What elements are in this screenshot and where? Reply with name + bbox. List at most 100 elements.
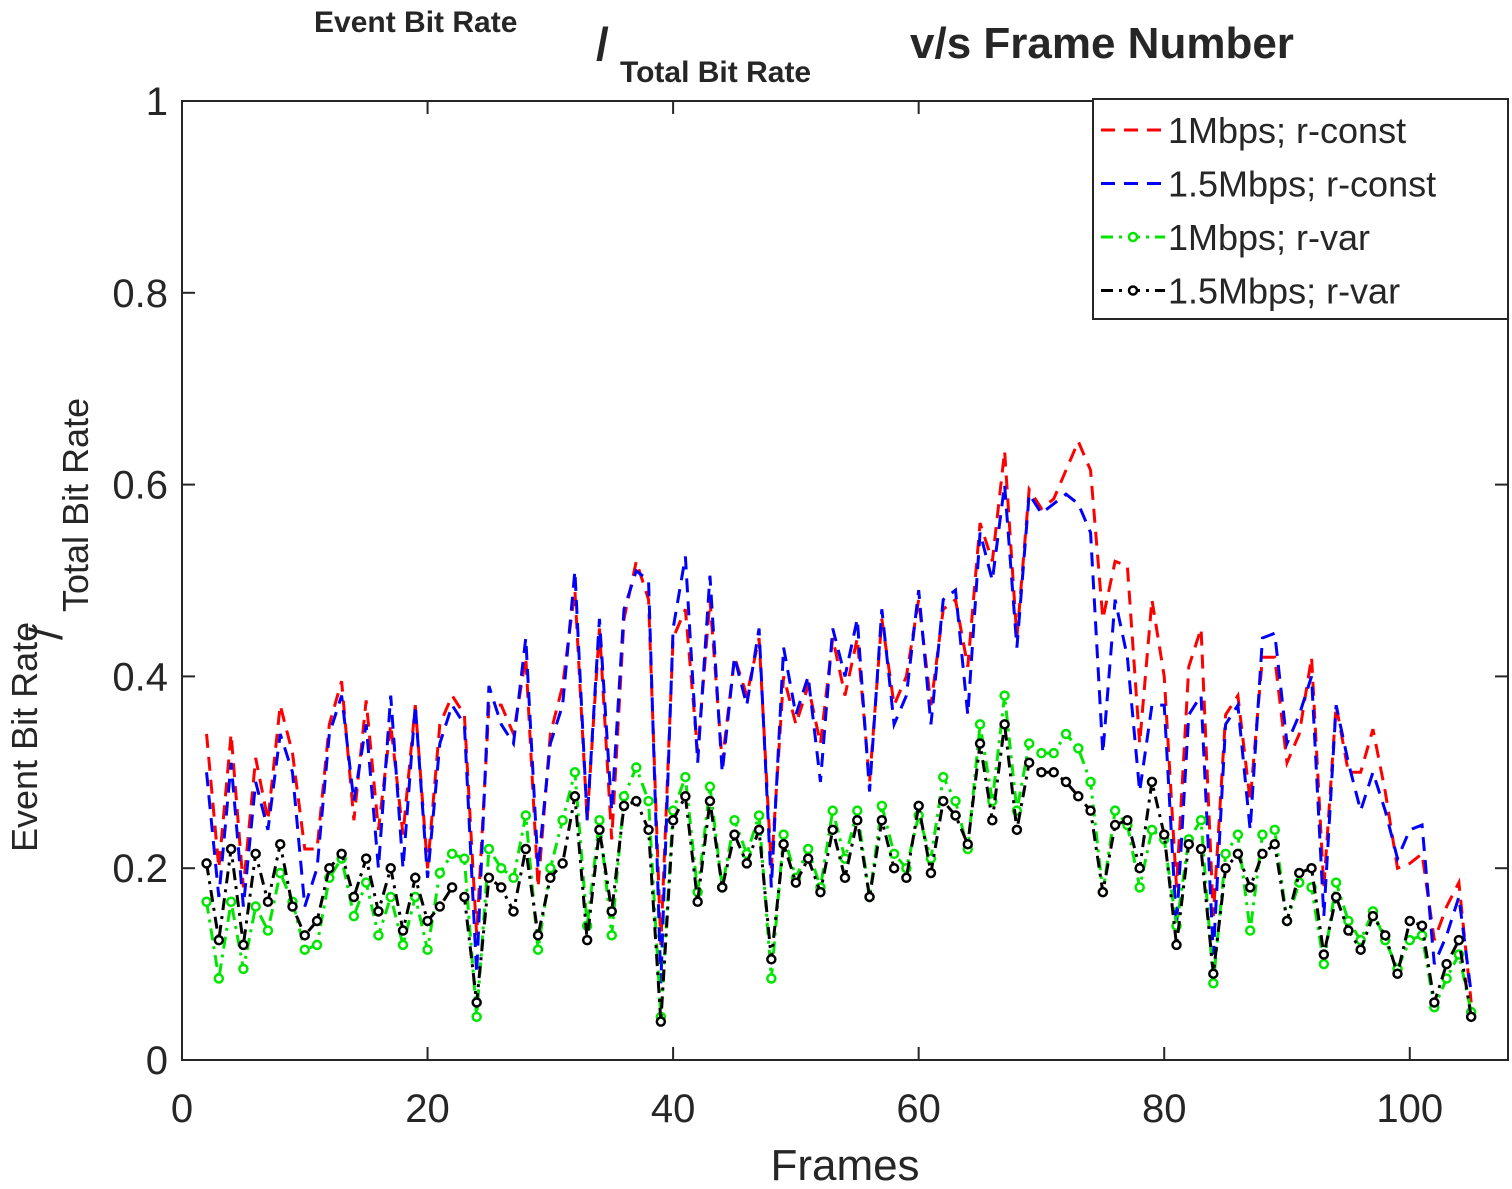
x-tick-label: 0	[171, 1087, 193, 1131]
series-marker	[324, 862, 335, 874]
series-marker	[1158, 829, 1170, 840]
series-marker	[385, 862, 396, 874]
plot-frame	[181, 100, 1509, 1061]
series-marker	[1453, 934, 1465, 946]
series-marker	[1171, 939, 1182, 951]
y-axis-label: Event Bit Rate / Total Bit Rate	[4, 398, 96, 852]
series-marker	[1085, 805, 1096, 816]
series-marker	[1073, 791, 1084, 802]
series-marker	[680, 771, 691, 783]
series-marker	[925, 867, 937, 879]
series-marker	[631, 795, 642, 807]
series-marker	[741, 858, 753, 869]
legend-marker	[1127, 231, 1139, 243]
series-marker	[1367, 910, 1379, 922]
title-denominator: Total Bit Rate	[620, 56, 811, 89]
series-marker	[238, 939, 249, 951]
series-marker	[729, 815, 740, 826]
series-marker	[1220, 848, 1231, 860]
series-marker	[1122, 815, 1133, 826]
series-marker	[962, 838, 974, 850]
series-marker	[1109, 805, 1121, 816]
legend-label: 1.5Mbps; r-const	[1168, 164, 1436, 205]
series-marker	[311, 915, 323, 927]
series-marker	[1306, 862, 1317, 874]
series-marker	[950, 795, 961, 807]
series-marker	[287, 901, 298, 912]
series-marker	[274, 838, 286, 850]
series-marker	[508, 872, 519, 884]
series-marker	[1195, 815, 1207, 826]
y-tick-label: 0	[146, 1039, 168, 1083]
series-marker	[520, 843, 532, 855]
series-marker	[1208, 968, 1219, 979]
series-marker	[569, 791, 581, 802]
series-marker	[385, 891, 396, 903]
series-marker	[397, 925, 409, 936]
series-marker	[852, 805, 863, 816]
series-marker	[459, 853, 470, 864]
series-marker	[950, 810, 961, 821]
series-marker	[1023, 757, 1035, 768]
series-marker	[999, 719, 1010, 730]
title-numerator: Event Bit Rate	[314, 6, 517, 39]
series-marker	[815, 886, 826, 898]
series-marker	[1036, 767, 1047, 778]
series-marker	[446, 848, 458, 860]
series-marker	[545, 872, 556, 884]
series-marker	[1097, 886, 1109, 898]
series-marker	[201, 896, 212, 908]
series-marker	[446, 882, 458, 893]
series-marker	[901, 872, 912, 884]
series-line	[205, 695, 1473, 1017]
series-marker	[643, 824, 654, 836]
series-line	[205, 484, 1473, 994]
series-marker	[557, 815, 568, 826]
series-marker	[1330, 877, 1342, 888]
legend-label: 1.5Mbps; r-var	[1168, 271, 1400, 312]
series-marker	[299, 930, 311, 941]
series-marker	[557, 858, 568, 869]
series-marker	[888, 862, 900, 874]
series-marker	[483, 843, 495, 855]
series-marker	[1195, 843, 1207, 855]
series-marker	[594, 815, 605, 826]
legend-label: 1Mbps; r-var	[1168, 217, 1370, 258]
series-marker	[1294, 867, 1305, 879]
series-marker	[336, 848, 347, 860]
series-marker	[1060, 728, 1072, 740]
series-marker	[238, 963, 249, 975]
series-marker	[348, 891, 360, 903]
series-marker	[311, 939, 323, 951]
series-marker	[1011, 824, 1023, 836]
series-marker	[1183, 838, 1195, 850]
series-marker	[495, 862, 507, 874]
series-marker	[348, 910, 360, 922]
series-marker	[1244, 882, 1256, 893]
series-marker	[606, 906, 617, 917]
series-marker	[1281, 915, 1293, 927]
series-marker	[974, 719, 986, 730]
series-marker	[373, 930, 384, 941]
series-marker	[1269, 824, 1280, 836]
series-marker	[1208, 978, 1219, 989]
series-marker	[1085, 776, 1096, 788]
series-marker	[876, 800, 888, 812]
series-marker	[631, 762, 642, 773]
series-marker	[790, 877, 802, 888]
series-marker	[581, 934, 593, 946]
series-marker	[532, 930, 544, 941]
series-marker	[299, 944, 311, 955]
series-marker	[1232, 829, 1244, 840]
series-marker	[778, 838, 789, 850]
series-marker	[1330, 891, 1342, 903]
series-marker	[1416, 920, 1428, 931]
series-marker	[225, 843, 237, 855]
y-tick-label: 1	[146, 80, 168, 124]
series-marker	[1343, 925, 1354, 936]
series-marker	[250, 901, 261, 912]
series-marker	[692, 896, 703, 908]
series-marker	[1073, 743, 1084, 754]
x-axis-label: Frames	[770, 1141, 919, 1189]
series-marker	[1318, 949, 1330, 960]
